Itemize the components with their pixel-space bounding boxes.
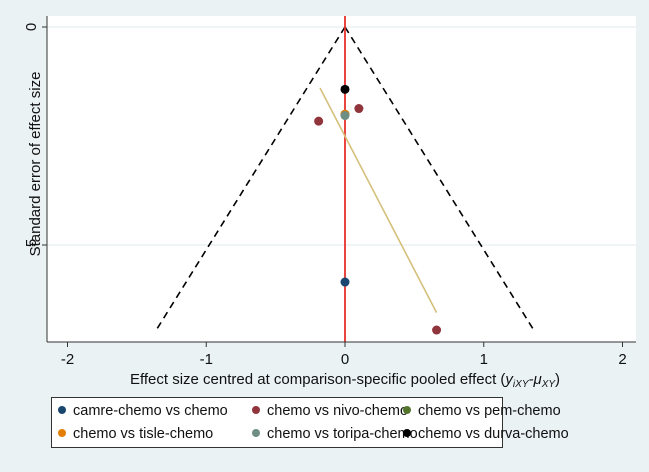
x-tick-label: 1 — [480, 351, 488, 368]
legend-item: camre-chemo vs chemo — [58, 403, 228, 419]
legend-marker — [252, 429, 260, 437]
legend: camre-chemo vs chemo chemo vs nivo-chemo… — [51, 397, 569, 448]
legend-marker — [403, 429, 411, 437]
data-point — [340, 111, 350, 121]
legend-item: chemo vs durva-chemo — [403, 426, 569, 442]
data-point — [354, 104, 364, 114]
legend-marker — [252, 406, 260, 414]
legend-item: chemo vs nivo-chemo — [252, 403, 408, 419]
data-point — [432, 325, 442, 335]
plot-area — [47, 16, 636, 342]
x-tick-label: 0 — [341, 351, 349, 368]
regression-line — [319, 87, 438, 313]
data-point — [314, 116, 324, 126]
legend-marker — [403, 406, 411, 414]
data-point — [340, 277, 350, 287]
y-tick-label: .5 — [23, 239, 40, 252]
x-tick-label: -1 — [200, 351, 213, 368]
data-point — [340, 84, 350, 94]
y-axis-label: Standard error of effect size — [27, 72, 44, 257]
x-axis-label: Effect size centred at comparison-specif… — [130, 371, 560, 390]
legend-item: chemo vs tisle-chemo — [58, 426, 213, 442]
legend-marker — [58, 429, 66, 437]
legend-item: chemo vs toripa-chemo — [252, 426, 418, 442]
legend-marker — [58, 406, 66, 414]
x-tick-label: -2 — [61, 351, 74, 368]
legend-item: chemo vs pem-chemo — [403, 403, 561, 419]
x-tick-label: 2 — [618, 351, 626, 368]
y-tick-label: 0 — [23, 23, 40, 31]
